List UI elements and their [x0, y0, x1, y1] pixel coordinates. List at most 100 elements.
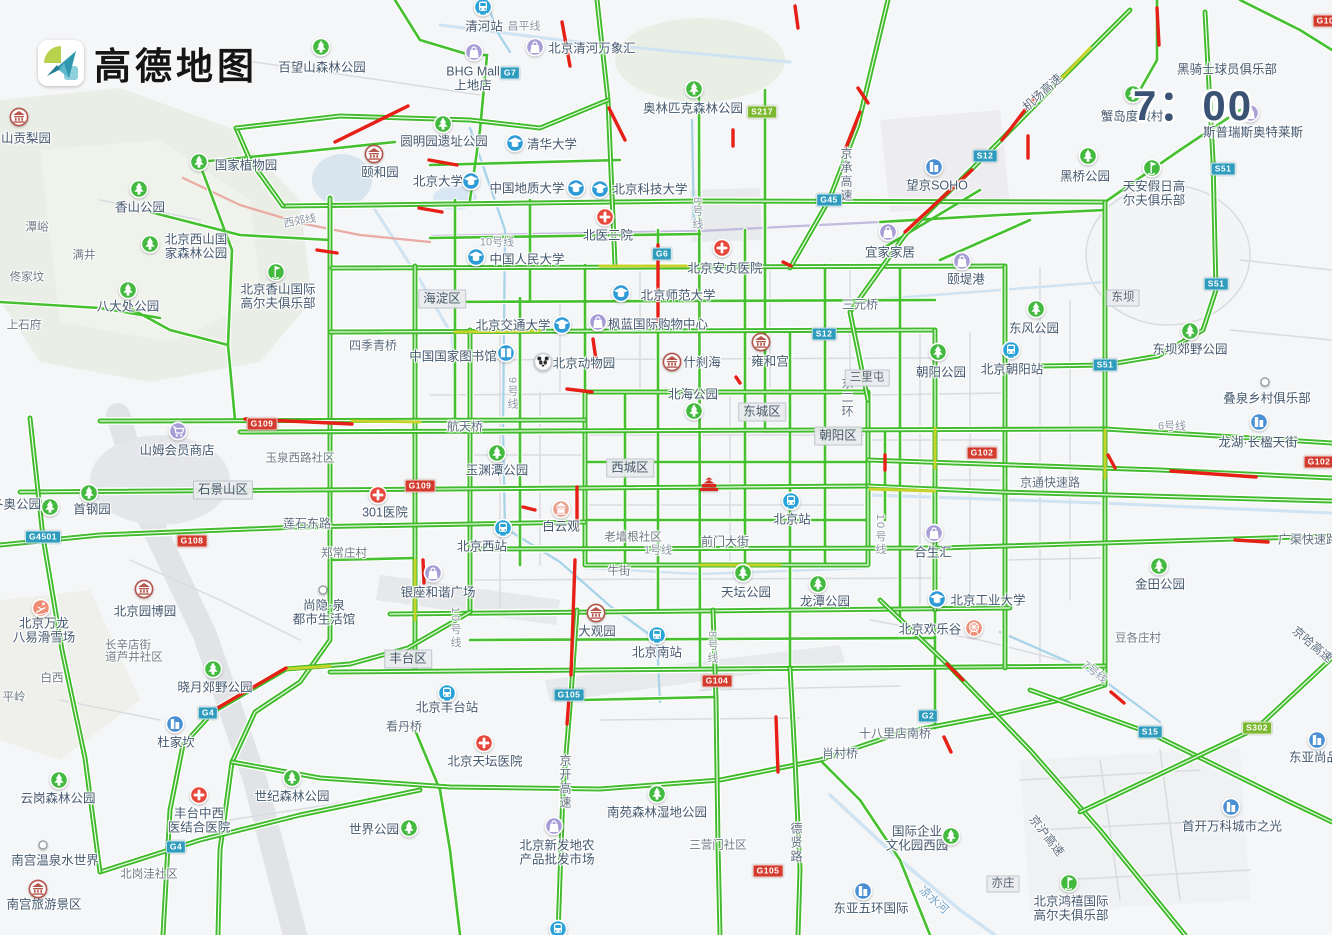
hospital-icon[interactable] [712, 238, 732, 258]
poi-label-北京科技大学[interactable]: 北京科技大学 [612, 182, 688, 197]
park-icon[interactable] [140, 234, 160, 254]
poi-label-枫蓝国际购物中心[interactable]: 枫蓝国际购物中心 [607, 317, 709, 332]
poi-label-首开万科城市之光[interactable]: 首开万科城市之光 [1181, 819, 1283, 834]
poi-label-冬奥公园[interactable]: 冬奥公园 [0, 497, 42, 512]
poi-label-杜家坎[interactable]: 杜家坎 [157, 735, 195, 750]
univ-icon[interactable] [590, 179, 610, 199]
park-icon[interactable] [941, 826, 961, 846]
hospital-icon[interactable] [474, 733, 494, 753]
golf-icon[interactable] [1059, 873, 1079, 893]
poi-label-世纪森林公园[interactable]: 世纪森林公园 [254, 789, 330, 804]
poi-label-南宫旅游景区[interactable]: 南宫旅游景区 [6, 897, 82, 912]
museum-icon[interactable] [751, 332, 771, 352]
shop-icon[interactable] [878, 222, 898, 242]
build-icon[interactable] [1307, 730, 1327, 750]
poi-label-奥林匹克森林公园[interactable]: 奥林匹克森林公园 [642, 101, 744, 116]
park-icon[interactable] [808, 574, 828, 594]
poi-label-黑桥公园[interactable]: 黑桥公园 [1059, 169, 1111, 184]
shop-icon[interactable] [952, 251, 972, 271]
univ-icon[interactable] [927, 589, 947, 609]
build-icon[interactable] [853, 881, 873, 901]
poi-label-国家植物园[interactable]: 国家植物园 [214, 158, 278, 173]
shop-icon[interactable] [1240, 103, 1260, 123]
poi-label-301医院[interactable]: 301医院 [362, 505, 408, 520]
poi-label-BHG Mall上地店[interactable]: BHG Mall 上地店 [446, 64, 500, 92]
univ-icon[interactable] [552, 315, 572, 335]
poi-label-蟹岛度假村[interactable]: 蟹岛度假村 [1100, 109, 1164, 124]
poi-label-尚隐·泉都市生活馆[interactable]: 尚隐·泉 都市生活馆 [292, 598, 356, 626]
museum-icon[interactable] [28, 879, 48, 899]
poi-label-雍和宫[interactable]: 雍和宫 [751, 354, 789, 369]
poi-label-南宫温泉水世界[interactable]: 南宫温泉水世界 [11, 853, 99, 868]
park-icon[interactable] [684, 79, 704, 99]
park-icon[interactable] [1149, 556, 1169, 576]
univ-icon[interactable] [461, 171, 481, 191]
dot-icon[interactable] [33, 835, 53, 855]
gate-icon[interactable] [698, 472, 718, 492]
park-icon[interactable] [1026, 299, 1046, 319]
poi-label-北京欢乐谷[interactable]: 北京欢乐谷 [898, 622, 962, 637]
poi-label-云岗森林公园[interactable]: 云岗森林公园 [20, 791, 96, 806]
museum-icon[interactable] [9, 107, 29, 127]
ferris-icon[interactable] [964, 618, 984, 638]
poi-label-国际企业文化园西园[interactable]: 国际企业 文化园西园 [885, 824, 949, 852]
park-icon[interactable] [928, 342, 948, 362]
poi-label-龙潭公园[interactable]: 龙潭公园 [799, 594, 851, 609]
train-icon[interactable] [781, 491, 801, 511]
poi-label-天安假日高尔夫俱乐部[interactable]: 天安假日高 尔夫俱乐部 [1122, 179, 1186, 207]
univ-icon[interactable] [611, 283, 631, 303]
poi-label-北京香山国际高尔夫俱乐部[interactable]: 北京香山国际 高尔夫俱乐部 [240, 282, 316, 310]
poi-label-望京SOHO[interactable]: 望京SOHO [906, 178, 968, 193]
book-icon[interactable] [496, 343, 516, 363]
park-icon[interactable] [311, 37, 331, 57]
park-icon[interactable] [49, 770, 69, 790]
shop-icon[interactable] [924, 523, 944, 543]
park-icon[interactable] [684, 401, 704, 421]
poi-label-首钢园[interactable]: 首钢园 [73, 502, 111, 517]
park-icon[interactable] [79, 483, 99, 503]
park-icon[interactable] [433, 114, 453, 134]
park-icon[interactable] [118, 280, 138, 300]
poi-label-北京交通大学[interactable]: 北京交通大学 [475, 318, 551, 333]
poi-label-北京西站[interactable]: 北京西站 [456, 539, 508, 554]
univ-icon[interactable] [566, 178, 586, 198]
poi-label-金田公园[interactable]: 金田公园 [1134, 577, 1186, 592]
poi-label-东亚五环国际[interactable]: 东亚五环国际 [833, 901, 909, 916]
shop-icon[interactable] [544, 816, 564, 836]
temple-icon[interactable] [551, 499, 571, 519]
build-icon[interactable] [165, 714, 185, 734]
poi-label-世界公园[interactable]: 世界公园 [348, 822, 400, 837]
shop-icon[interactable] [464, 42, 484, 62]
poi-label-天坛公园[interactable]: 天坛公园 [720, 585, 772, 600]
panda-icon[interactable] [533, 352, 553, 372]
poi-label-八大处公园[interactable]: 八大处公园 [96, 299, 160, 314]
poi-label-合生汇[interactable]: 合生汇 [914, 545, 952, 560]
hospital-icon[interactable] [368, 485, 388, 505]
poi-label-北京大学[interactable]: 北京大学 [412, 174, 464, 189]
poi-label-北京西山国家森林公园[interactable]: 北京西山国 家森林公园 [164, 232, 228, 260]
poi-label-宜家家居[interactable]: 宜家家居 [864, 245, 916, 260]
poi-label-北京丰台站[interactable]: 北京丰台站 [415, 700, 479, 715]
poi-label-中国国家图书馆[interactable]: 中国国家图书馆 [409, 349, 497, 364]
park-icon[interactable] [1180, 321, 1200, 341]
park-icon[interactable] [189, 152, 209, 172]
park-icon[interactable] [733, 563, 753, 583]
poi-label-香山公园[interactable]: 香山公园 [114, 200, 166, 215]
poi-label-白云观[interactable]: 白云观 [542, 519, 580, 534]
univ-icon[interactable] [466, 247, 486, 267]
train-icon[interactable] [473, 0, 493, 17]
univ-icon[interactable] [505, 133, 525, 153]
build-icon[interactable] [924, 157, 944, 177]
poi-label-什刹海[interactable]: 什刹海 [683, 355, 721, 370]
poi-label-斯普瑞斯奥特莱斯[interactable]: 斯普瑞斯奥特莱斯 [1202, 125, 1304, 140]
museum-icon[interactable] [586, 603, 606, 623]
train-icon[interactable] [647, 625, 667, 645]
train-icon[interactable] [493, 518, 513, 538]
park-icon[interactable] [282, 768, 302, 788]
hospital-icon[interactable] [189, 785, 209, 805]
poi-label-北京天坛医院[interactable]: 北京天坛医院 [447, 754, 523, 769]
museum-icon[interactable] [364, 144, 384, 164]
poi-label-晓月郊野公园[interactable]: 晓月郊野公园 [177, 680, 253, 695]
poi-label-北医三院[interactable]: 北医三院 [582, 228, 634, 243]
poi-label-东亚尚品[interactable]: 东亚尚品 [1288, 750, 1332, 765]
